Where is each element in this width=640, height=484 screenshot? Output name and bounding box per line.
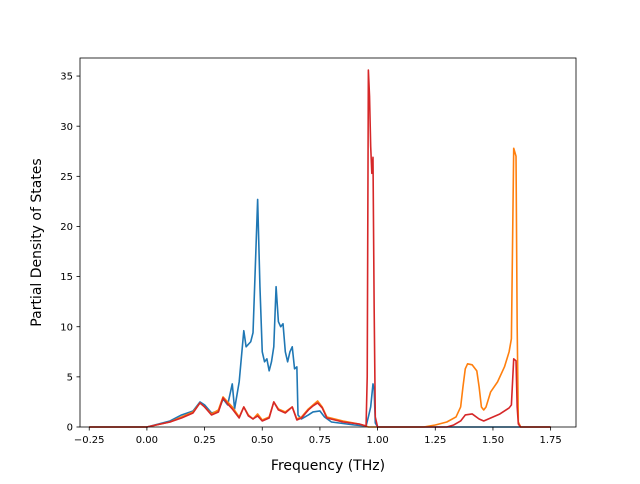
x-tick-label: 1.25: [424, 435, 446, 446]
y-tick-label: 10: [60, 322, 73, 333]
series-layer: [89, 69, 551, 428]
y-tick-label: 25: [60, 172, 73, 183]
y-tick-label: 15: [60, 272, 73, 283]
x-axis-label: Frequency (THz): [271, 458, 385, 474]
x-tick-label: −0.25: [74, 435, 105, 446]
x-tick-label: 1.75: [539, 435, 561, 446]
ticks-layer: −0.25 0.00 0.25 0.50 0.75 1.00 1.25 1.50 1.75 0 5 1…: [60, 72, 561, 446]
x-tick-label: 1.50: [482, 435, 504, 446]
plot-frame: [79, 57, 577, 428]
y-tick-label: 20: [60, 222, 73, 233]
series-line-3: [89, 69, 551, 428]
x-tick-label: 0.00: [136, 435, 158, 446]
y-tick-label: 35: [60, 72, 73, 83]
x-tick-label: 1.00: [366, 435, 388, 446]
x-tick-label: 0.25: [193, 435, 215, 446]
y-tick-label: 5: [67, 372, 73, 383]
y-tick-label: 0: [67, 423, 73, 434]
x-tick-label: 0.50: [251, 435, 273, 446]
y-axis-label: Partial Density of States: [29, 158, 45, 326]
x-tick-label: 0.75: [309, 435, 331, 446]
y-tick-label: 30: [60, 122, 73, 133]
